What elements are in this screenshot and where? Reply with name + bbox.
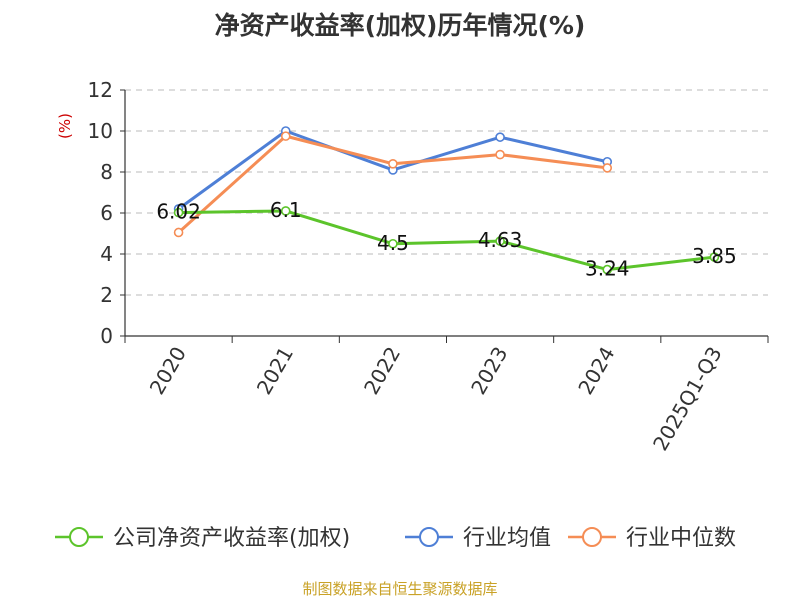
series-lines (173, 126, 720, 275)
legend-item[interactable]: 行业中位数 (568, 526, 736, 551)
series-line-0 (178, 209, 715, 272)
y-axis-label: (%) (56, 113, 74, 139)
data-point (388, 159, 398, 169)
x-tick-label: 2023 (466, 343, 512, 399)
data-labels: 6.02 6.1 4.5 4.63 3.24 3.85 (156, 198, 736, 281)
legend[interactable]: 公司净资产收益率(加权) 行业均值 行业中位数 (55, 526, 736, 551)
data-label: 4.5 (377, 231, 409, 255)
data-point (495, 236, 505, 246)
y-tick-label: 10 (88, 119, 113, 143)
data-point (709, 252, 720, 262)
axes: 0 2 4 6 8 10 12 2020 2021 2022 2023 2024 2025Q1-Q3 (88, 78, 769, 455)
y-tick-label: 12 (88, 78, 113, 102)
x-tick-label: 2024 (573, 343, 619, 399)
legend-marker (582, 527, 602, 547)
data-point (602, 264, 613, 275)
y-tick-label: 2 (100, 283, 113, 307)
x-tick-label: 2021 (252, 343, 298, 399)
data-point (280, 206, 291, 216)
data-point (495, 132, 505, 142)
data-label: 3.85 (692, 244, 737, 268)
series-line-2 (177, 134, 608, 234)
x-tick-label: 2022 (359, 343, 405, 399)
y-tick-label: 0 (100, 324, 113, 348)
source-note: 制图数据来自恒生聚源数据库 (302, 580, 498, 598)
legend-marker (419, 527, 439, 547)
legend-label: 行业中位数 (626, 526, 736, 551)
legend-item[interactable]: 行业均值 (405, 526, 551, 551)
y-tick-label: 4 (100, 242, 113, 266)
grid-lines (125, 89, 768, 296)
legend-marker (69, 527, 89, 547)
x-tick-label: 2020 (145, 343, 191, 399)
legend-label: 行业均值 (463, 526, 551, 551)
legend-label: 公司净资产收益率(加权) (113, 526, 350, 551)
data-label: 6.1 (270, 198, 302, 222)
data-label: 4.63 (478, 228, 523, 252)
data-point (173, 227, 184, 238)
data-point (495, 149, 505, 160)
data-label: 6.02 (156, 200, 201, 224)
data-point (388, 238, 398, 249)
chart-title: 净资产收益率(加权)历年情况(%) (214, 11, 586, 40)
data-point (602, 163, 613, 173)
x-tick-label: 2025Q1-Q3 (648, 343, 727, 455)
y-tick-label: 6 (100, 201, 113, 225)
legend-item[interactable]: 公司净资产收益率(加权) (55, 526, 350, 551)
data-point (173, 207, 184, 218)
y-tick-label: 8 (100, 160, 113, 184)
data-label: 3.24 (585, 257, 630, 281)
data-point (280, 131, 291, 141)
